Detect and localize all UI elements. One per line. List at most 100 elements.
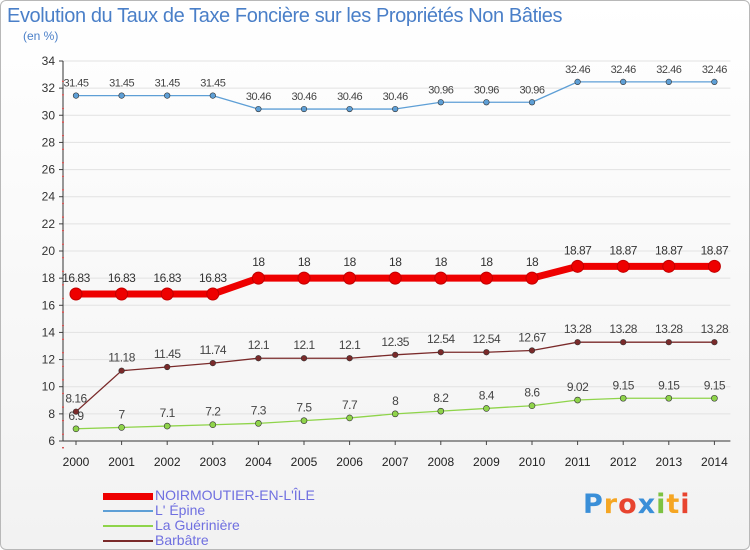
data-point xyxy=(255,420,262,427)
data-label: 12.54 xyxy=(427,332,455,346)
data-label: 7.7 xyxy=(342,398,358,412)
data-label: 12.35 xyxy=(381,335,409,349)
y-tick-label: 24 xyxy=(42,190,56,204)
y-axis-minor-dot xyxy=(62,107,64,110)
data-point xyxy=(209,421,217,429)
data-point xyxy=(300,417,308,424)
data-label: 13.28 xyxy=(655,322,683,336)
data-label: 18 xyxy=(389,255,402,269)
data-point xyxy=(571,259,585,273)
y-axis-minor-dot xyxy=(62,148,64,151)
y-axis-minor-dot xyxy=(62,216,64,218)
data-point xyxy=(665,339,672,346)
data-label: 31.45 xyxy=(63,78,88,90)
data-label: 12.67 xyxy=(518,330,546,344)
logo-letter: o xyxy=(618,489,638,520)
y-tick-label: 26 xyxy=(42,163,56,177)
data-label: 16.83 xyxy=(108,271,136,285)
data-point xyxy=(574,78,581,85)
x-tick-label: 2009 xyxy=(473,455,500,469)
x-tick-label: 2011 xyxy=(565,455,591,469)
data-label: 32.46 xyxy=(656,64,681,76)
y-axis-minor-dot xyxy=(62,229,64,232)
data-label: 11.18 xyxy=(108,351,135,365)
x-tick-label: 2008 xyxy=(427,455,454,469)
data-label: 18.87 xyxy=(609,243,637,257)
y-tick-label: 34 xyxy=(42,54,56,68)
data-point xyxy=(711,339,718,346)
y-axis-minor-dot xyxy=(62,338,64,341)
chart-subtitle: (en %) xyxy=(23,29,59,43)
data-point xyxy=(665,78,672,85)
data-label: 30.46 xyxy=(246,91,271,103)
data-point xyxy=(346,105,353,113)
data-point xyxy=(164,92,171,99)
x-tick-label: 2007 xyxy=(382,455,409,469)
proxiti-logo: Proxiti xyxy=(583,489,691,520)
data-point xyxy=(392,105,399,113)
data-point xyxy=(69,287,83,301)
data-label: 7.3 xyxy=(251,403,267,417)
legend-swatch xyxy=(103,525,153,527)
data-point xyxy=(620,339,627,346)
data-point xyxy=(72,408,80,415)
data-label: 13.28 xyxy=(609,322,637,336)
data-label: 9.02 xyxy=(567,380,589,394)
data-point xyxy=(437,407,445,415)
data-point xyxy=(483,99,490,106)
y-axis-minor-dot xyxy=(62,406,64,408)
data-label: 7.5 xyxy=(296,401,312,415)
y-tick-label: 32 xyxy=(42,81,56,95)
y-tick-label: 12 xyxy=(42,353,56,367)
y-tick-label: 30 xyxy=(42,108,56,122)
data-point xyxy=(711,78,718,85)
data-label: 9.15 xyxy=(658,378,680,392)
data-label: 12.54 xyxy=(473,332,501,346)
x-tick-label: 2001 xyxy=(108,455,135,469)
logo-letter: r xyxy=(603,489,619,520)
y-axis-minor-dot xyxy=(62,392,64,395)
y-axis-minor-dot xyxy=(62,311,64,313)
data-point xyxy=(255,355,262,362)
data-label: 9.15 xyxy=(704,378,726,392)
data-label: 18 xyxy=(435,255,448,269)
y-axis-minor-dot xyxy=(62,256,64,259)
data-point xyxy=(528,347,536,354)
x-tick-label: 2005 xyxy=(291,455,318,469)
x-tick-label: 2014 xyxy=(701,455,728,469)
chart-title: Evolution du Taux de Taxe Foncière sur l… xyxy=(7,5,563,27)
y-axis-minor-dot xyxy=(62,365,64,368)
data-label: 31.45 xyxy=(200,78,225,90)
data-label: 7 xyxy=(119,407,126,421)
data-point xyxy=(619,394,627,402)
data-point xyxy=(616,259,630,273)
data-point xyxy=(118,92,125,99)
data-label: 30.46 xyxy=(383,91,408,103)
data-label: 18.87 xyxy=(655,243,683,257)
data-label: 8 xyxy=(392,394,399,408)
logo-letter: i xyxy=(656,489,667,520)
data-label: 30.96 xyxy=(474,84,499,96)
data-label: 8.4 xyxy=(479,388,495,402)
data-label: 7.2 xyxy=(205,405,221,419)
data-point xyxy=(528,402,536,410)
data-label: 18 xyxy=(526,255,539,269)
data-label: 18 xyxy=(252,255,265,269)
data-point xyxy=(115,287,129,301)
y-axis-minor-dot xyxy=(62,419,64,422)
y-tick-label: 10 xyxy=(42,380,56,394)
y-axis-minor-dot xyxy=(62,94,64,96)
data-label: 18.87 xyxy=(564,243,592,257)
y-axis-minor-dot xyxy=(62,297,64,300)
data-label: 7.1 xyxy=(160,406,176,420)
y-tick-label: 22 xyxy=(42,217,56,231)
data-label: 18 xyxy=(480,255,493,269)
data-point xyxy=(711,394,718,402)
legend-label: L' Épine xyxy=(155,502,206,518)
data-point xyxy=(525,271,539,285)
data-label: 8.6 xyxy=(524,386,540,400)
data-point xyxy=(662,259,676,273)
data-label: 13.28 xyxy=(701,322,729,336)
